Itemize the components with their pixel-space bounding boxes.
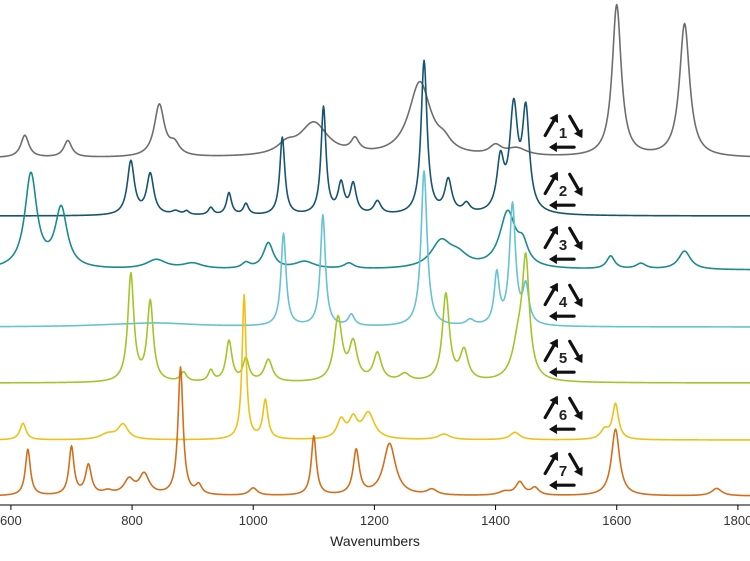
recycling-arrow-head (548, 424, 557, 435)
recycling-arrow-head (548, 200, 557, 211)
recycling-icon-2: 2 (543, 171, 583, 211)
recycling-code-label: 7 (559, 463, 567, 480)
recycling-arrow-head (573, 240, 583, 251)
recycling-arrow-head (549, 171, 559, 182)
recycling-arrow-head (549, 282, 559, 293)
x-tick-label: 1000 (239, 513, 268, 528)
recycling-arrow-head (548, 254, 557, 265)
x-tick-label: 1800 (723, 513, 750, 528)
spectrum-line-1 (0, 3, 750, 158)
recycling-arrow-head (548, 311, 557, 322)
x-tick-label: 800 (121, 513, 143, 528)
spectrum-line-4 (0, 170, 750, 328)
recycling-code-label: 1 (559, 125, 567, 142)
spectrum-line-2 (0, 59, 750, 217)
x-axis: 600 800 1000 1200 1400 1600 1800 (0, 504, 750, 528)
recycling-arrow-head (573, 466, 583, 477)
spectrum-line-3 (0, 171, 750, 271)
recycling-arrow-head (548, 142, 557, 153)
recycling-icon-1: 1 (543, 113, 583, 153)
recycling-code-label: 5 (559, 350, 567, 367)
x-axis-title: Wavenumbers (330, 533, 420, 549)
spectra-series (0, 3, 750, 497)
x-tick-label: 1400 (481, 513, 510, 528)
recycling-icon-7: 7 (543, 451, 583, 491)
spectrum-line-7 (0, 366, 750, 497)
recycling-legend: 1 2 3 4 5 6 7 (543, 113, 583, 491)
recycling-arrow-head (548, 480, 557, 491)
recycling-icon-4: 4 (543, 282, 583, 322)
recycling-arrow-head (573, 410, 583, 421)
recycling-icon-6: 6 (543, 395, 583, 435)
recycling-arrow-head (573, 297, 583, 308)
recycling-arrow-head (573, 353, 583, 364)
spectrum-line-5 (0, 252, 750, 384)
recycling-arrow-head (573, 128, 583, 139)
recycling-icon-3: 3 (543, 225, 583, 265)
recycling-arrow-head (549, 338, 559, 349)
spectrum-line-6 (0, 293, 750, 441)
recycling-code-label: 4 (559, 294, 568, 311)
recycling-icon-5: 5 (543, 338, 583, 378)
recycling-arrow-head (549, 451, 559, 462)
x-tick-label: 1200 (360, 513, 389, 528)
x-tick-label: 600 (0, 513, 22, 528)
recycling-code-label: 2 (559, 183, 567, 200)
recycling-arrow-head (549, 395, 559, 406)
recycling-arrow-head (549, 225, 559, 236)
recycling-arrow-head (549, 113, 559, 124)
recycling-arrow-head (573, 186, 583, 197)
recycling-code-label: 3 (559, 237, 567, 254)
recycling-arrow-head (548, 367, 557, 378)
x-tick-label: 1600 (602, 513, 631, 528)
recycling-code-label: 6 (559, 407, 567, 424)
